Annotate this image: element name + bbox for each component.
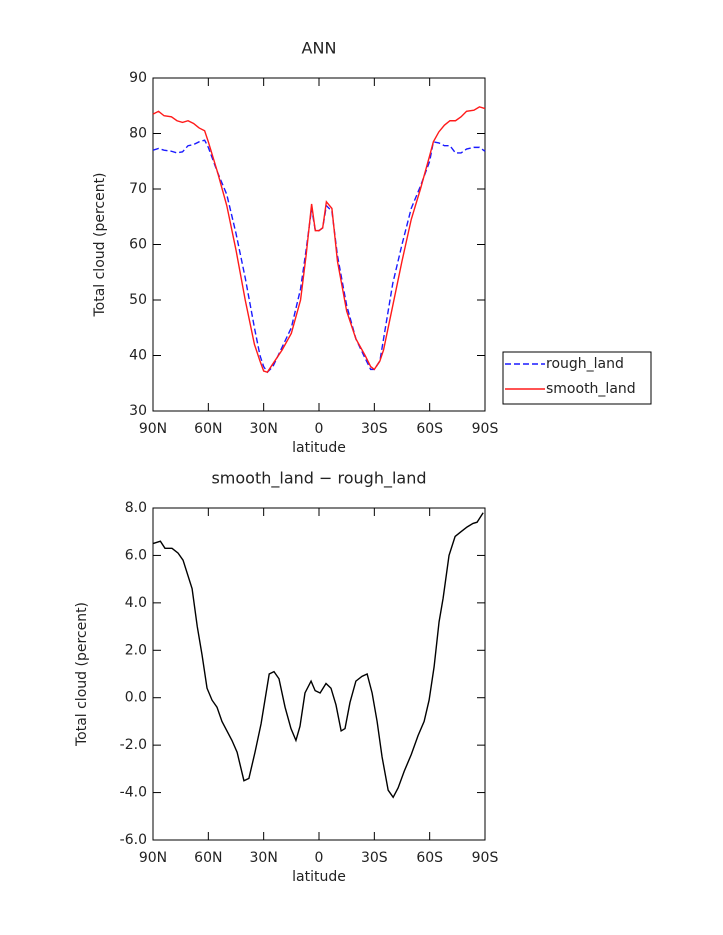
chart-title: ANN: [302, 39, 337, 58]
y-axis-label: Total cloud (percent): [92, 172, 108, 317]
y-tick-label: -2.0: [120, 737, 147, 753]
x-tick-label: 30N: [250, 850, 278, 866]
y-tick-label: 70: [129, 181, 147, 197]
x-tick-label: 60N: [194, 850, 222, 866]
legend-box: [502, 351, 652, 405]
y-tick-label: 40: [129, 348, 147, 364]
x-axis-label: latitude: [292, 440, 346, 456]
x-tick-label: 90S: [472, 421, 499, 437]
data-line: [152, 106, 486, 373]
x-tick-label: 90S: [472, 850, 499, 866]
y-tick-label: 2.0: [125, 642, 147, 658]
data-line: [152, 512, 484, 799]
y-tick-label: 90: [129, 70, 147, 86]
x-tick-label: 60S: [416, 421, 443, 437]
plot-frame: [152, 507, 486, 841]
x-tick-label: 30S: [361, 850, 388, 866]
y-tick-label: 30: [129, 403, 147, 419]
chart-title: smooth_land − rough_land: [211, 469, 426, 489]
y-axis-label: Total cloud (percent): [74, 602, 90, 747]
y-tick-label: 6.0: [125, 547, 147, 563]
data-line: [152, 139, 486, 374]
x-tick-label: 0: [315, 421, 324, 437]
x-tick-label: 0: [315, 850, 324, 866]
x-tick-label: 30S: [361, 421, 388, 437]
y-tick-label: -6.0: [120, 832, 147, 848]
y-tick-label: 60: [129, 237, 147, 253]
y-tick-label: 50: [129, 292, 147, 308]
legend-label: smooth_land: [546, 381, 636, 397]
y-tick-label: -4.0: [120, 785, 147, 801]
legend-label: rough_land: [546, 356, 624, 372]
y-tick-label: 4.0: [125, 595, 147, 611]
x-tick-label: 30N: [250, 421, 278, 437]
y-tick-label: 0.0: [125, 690, 147, 706]
x-tick-label: 90N: [139, 421, 167, 437]
x-tick-label: 90N: [139, 850, 167, 866]
x-tick-label: 60S: [416, 850, 443, 866]
plot-frame: [152, 77, 486, 412]
x-tick-label: 60N: [194, 421, 222, 437]
y-tick-label: 8.0: [125, 500, 147, 516]
x-axis-label: latitude: [292, 869, 346, 885]
y-tick-label: 80: [129, 126, 147, 142]
